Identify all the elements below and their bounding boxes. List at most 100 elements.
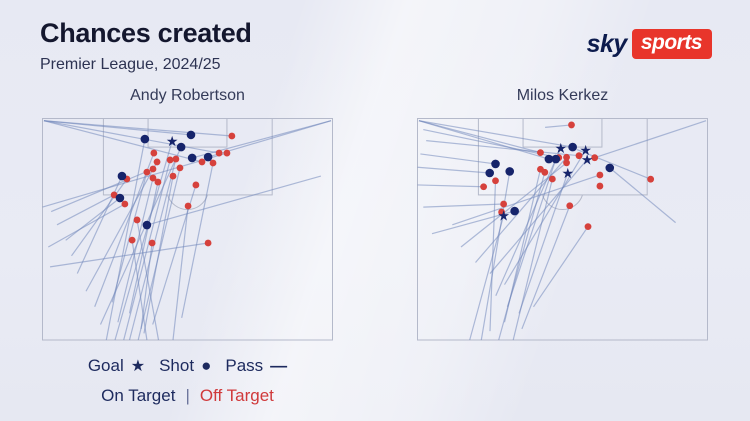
pass-line	[452, 174, 601, 226]
shot-on-target-marker	[117, 171, 127, 181]
pass-line	[131, 240, 148, 341]
player-name-left: Andy Robertson	[130, 87, 245, 104]
six-yard-box	[522, 118, 603, 148]
shot-off-target-marker	[537, 149, 544, 157]
shot-on-target-marker	[544, 154, 554, 164]
shot-off-target-marker	[548, 175, 556, 183]
shot-on-target-marker	[605, 163, 615, 173]
pass-line	[146, 175, 322, 226]
pass-dash-icon: —	[270, 356, 288, 375]
legend-on-target-label: On Target	[101, 386, 176, 405]
shot-off-target-marker	[575, 152, 583, 160]
pass-line	[506, 158, 557, 307]
shot-off-target-marker	[148, 239, 156, 247]
shot-off-target-marker	[153, 158, 161, 166]
pitch-chart-left: ★	[42, 118, 333, 341]
shot-on-target-marker	[186, 130, 196, 140]
pass-line	[533, 226, 589, 308]
pass-line	[576, 148, 651, 180]
shot-on-target-marker	[551, 154, 561, 164]
pass-line	[489, 159, 588, 274]
sports-logo-text: sports	[640, 31, 703, 54]
shot-off-target-marker	[184, 202, 192, 210]
shot-dot-icon: ●	[201, 356, 212, 375]
pass-line	[56, 194, 115, 226]
shot-off-target-marker	[568, 121, 575, 129]
shot-off-target-marker	[215, 149, 223, 157]
shot-off-target-marker	[133, 216, 141, 224]
legend-off-target-label: Off Target	[199, 386, 274, 405]
pass-line	[128, 158, 177, 341]
shot-on-target-marker	[203, 152, 213, 162]
pass-line	[503, 149, 587, 285]
penalty-arc	[542, 194, 583, 211]
shot-on-target-marker	[140, 134, 150, 144]
pass-line	[521, 205, 571, 330]
pass-line	[518, 172, 569, 314]
page-title: Chances created	[40, 18, 252, 48]
shot-off-target-marker	[591, 154, 599, 162]
pass-line	[114, 140, 173, 341]
pass-line	[117, 177, 154, 323]
shot-off-target-marker	[596, 182, 604, 190]
shot-on-target-marker	[491, 159, 500, 169]
sky-logo-text: sky	[586, 29, 628, 58]
shot-off-target-marker	[176, 164, 184, 172]
pass-line	[594, 120, 707, 159]
shot-on-target-marker	[115, 193, 125, 203]
shot-off-target-marker	[563, 159, 570, 167]
pass-line	[417, 184, 484, 188]
pass-line	[545, 124, 572, 128]
pass-line	[48, 203, 126, 248]
sky-sports-red-badge: sports	[631, 29, 712, 59]
pass-line	[423, 128, 559, 159]
shot-off-target-marker	[150, 149, 158, 157]
shot-off-target-marker	[166, 156, 174, 164]
shot-off-target-marker	[143, 168, 151, 176]
shot-off-target-marker	[566, 202, 574, 210]
shot-off-target-marker	[149, 174, 157, 182]
pass-line	[140, 242, 153, 330]
goal-star-marker: ★	[166, 134, 179, 150]
shot-off-target-marker	[498, 208, 505, 216]
pass-line	[495, 147, 562, 296]
pass-line	[71, 178, 128, 257]
shot-on-target-marker	[510, 206, 519, 216]
pass-line	[181, 162, 214, 318]
shot-on-target-marker	[142, 220, 152, 230]
shot-off-target-marker	[596, 171, 604, 179]
shot-off-target-marker	[228, 132, 236, 140]
goal-star-marker: ★	[554, 141, 567, 157]
pass-line	[418, 120, 541, 154]
shot-off-target-marker	[223, 149, 231, 157]
shot-off-target-marker	[584, 223, 592, 230]
shot-off-target-marker	[192, 181, 200, 189]
shot-on-target-marker	[187, 153, 197, 163]
player-name-right: Milos Kerkez	[516, 87, 609, 104]
pass-line	[65, 197, 121, 241]
shot-off-target-marker	[172, 155, 180, 163]
pass-line	[172, 205, 189, 341]
pass-line	[423, 203, 504, 208]
shot-on-target-marker	[505, 167, 515, 176]
goal-star-marker: ★	[561, 166, 574, 182]
penalty-box	[102, 118, 273, 196]
pass-line	[460, 162, 567, 248]
pass-line	[50, 168, 154, 213]
shot-off-target-marker	[110, 191, 118, 199]
shot-off-target-marker	[541, 168, 549, 176]
legend-separator: |	[185, 386, 190, 405]
legend-pass-label: Pass	[225, 356, 264, 375]
shot-off-target-marker	[500, 200, 508, 208]
legend-goal-label: Goal	[87, 356, 124, 375]
shot-off-target-marker	[204, 239, 212, 247]
shot-off-target-marker	[647, 175, 655, 183]
pass-line	[94, 152, 155, 307]
legend-shot-label: Shot	[159, 356, 195, 375]
pass-line	[609, 167, 676, 224]
pass-line	[418, 120, 573, 148]
sky-sports-logo: sky sports	[587, 29, 712, 59]
pass-line	[128, 181, 159, 314]
shot-off-target-marker	[121, 200, 129, 208]
